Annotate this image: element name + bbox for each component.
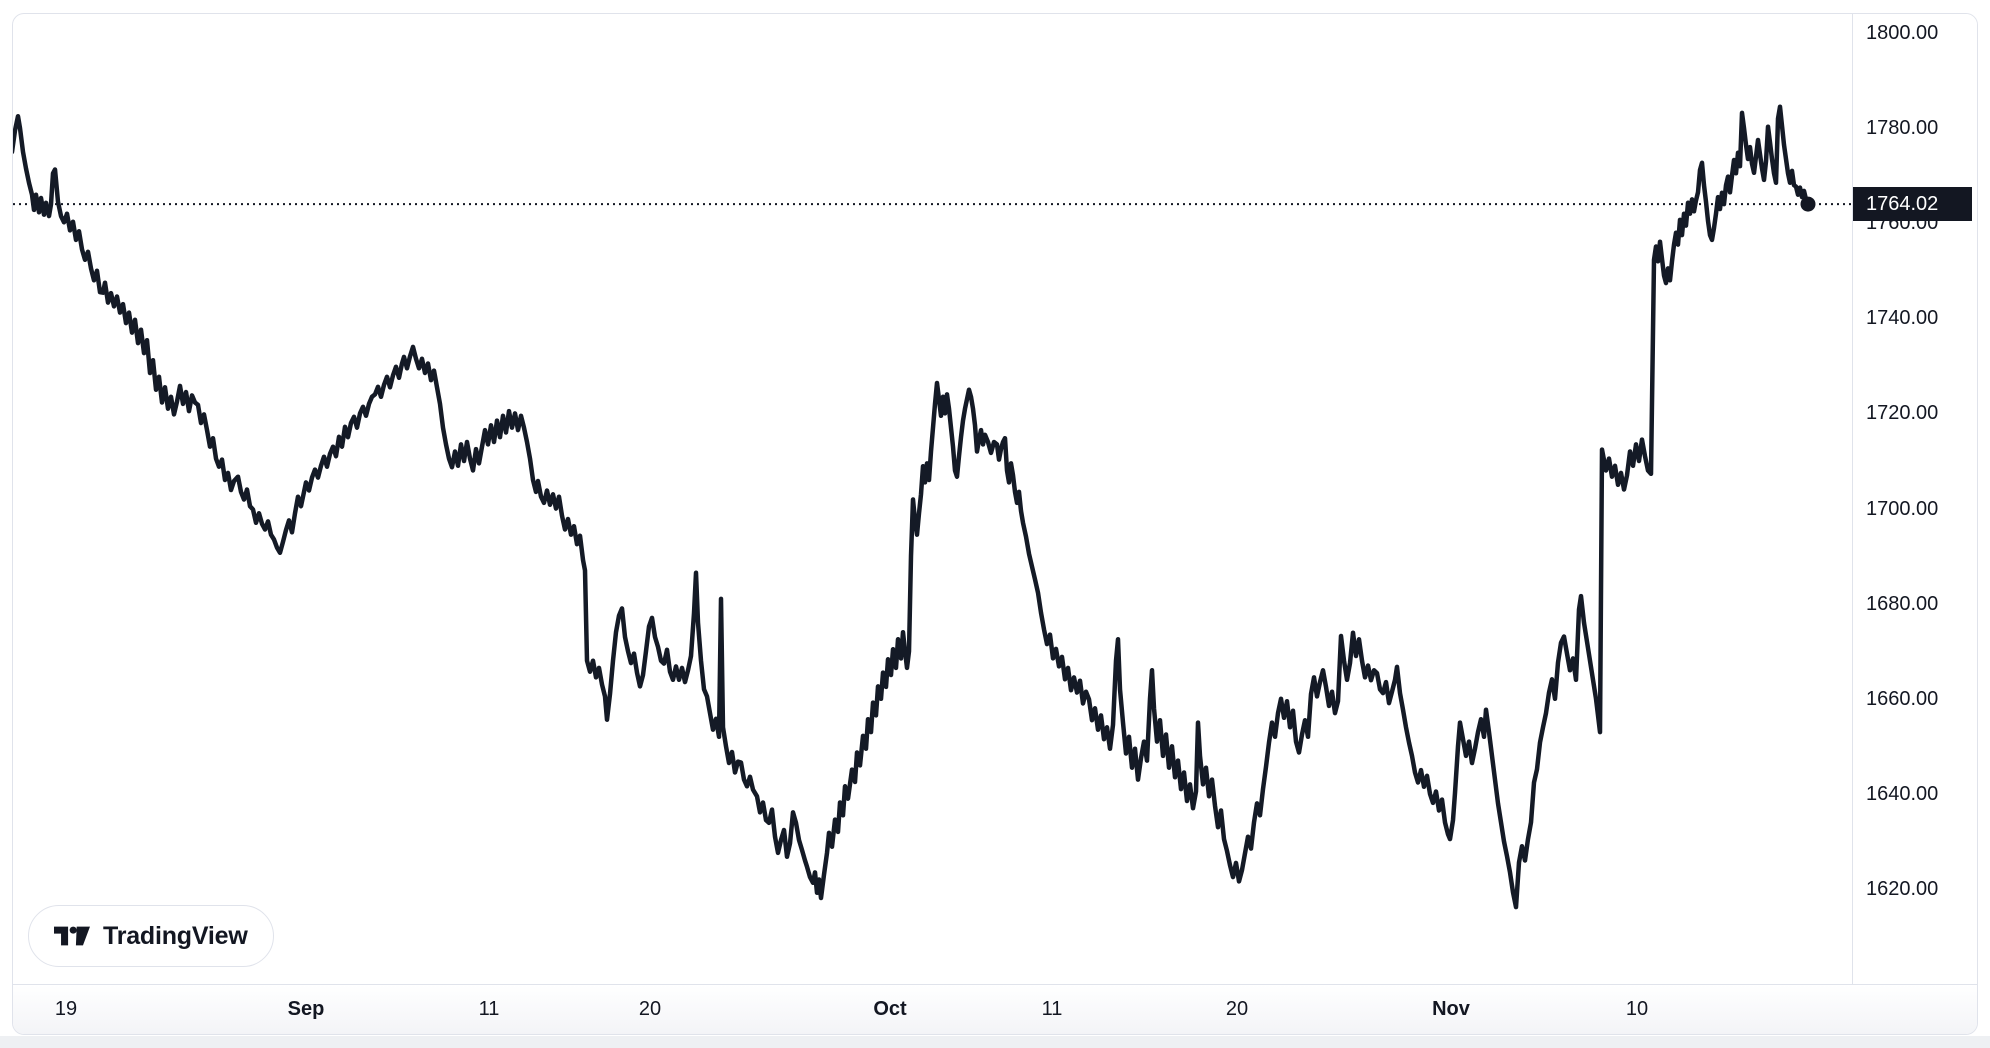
time-tick-label: 11	[1041, 998, 1063, 1020]
tradingview-logo-text: TradingView	[103, 921, 248, 950]
price-tick-label: 1660.00	[1866, 687, 1939, 710]
time-axis[interactable]: 19 Sep 11 20 Oct 11 20 Nov 10	[13, 984, 1977, 1034]
current-price-badge: 1764.02	[1853, 187, 1972, 222]
tradingview-logo-icon	[54, 923, 90, 949]
chart-widget: 1764.02 1800.00 1780.00 1760.00 1740.00 1720…	[12, 13, 1978, 1035]
price-chart-svg	[13, 104, 1851, 910]
time-tick-label: 19	[54, 998, 78, 1020]
bottom-strip	[0, 1036, 1990, 1048]
current-price-dot	[1800, 196, 1816, 212]
time-tick-label: 11	[478, 998, 500, 1020]
price-chart-plot[interactable]	[13, 14, 1851, 984]
price-tick-label: 1740.00	[1866, 307, 1939, 330]
price-axis[interactable]: 1764.02 1800.00 1780.00 1760.00 1740.00 1720…	[1852, 14, 1977, 984]
time-tick-label: 20	[1225, 998, 1249, 1020]
price-tick-label: 1780.00	[1866, 117, 1939, 140]
price-tick-label: 1700.00	[1866, 497, 1939, 520]
price-tick-label: 1640.00	[1866, 782, 1939, 805]
time-tick-label: Oct	[873, 998, 907, 1020]
price-tick-label: 1680.00	[1866, 592, 1939, 615]
price-line	[13, 104, 1811, 910]
time-tick-label: 10	[1625, 998, 1649, 1020]
time-tick-label: Nov	[1432, 998, 1470, 1020]
tradingview-logo-button[interactable]: TradingView	[28, 905, 274, 967]
price-tick-label: 1720.00	[1866, 402, 1939, 425]
time-tick-label: 20	[638, 998, 662, 1020]
price-tick-label: 1620.00	[1866, 878, 1939, 900]
time-tick-label: Sep	[287, 998, 325, 1020]
price-tick-label: 1800.00	[1866, 22, 1939, 44]
